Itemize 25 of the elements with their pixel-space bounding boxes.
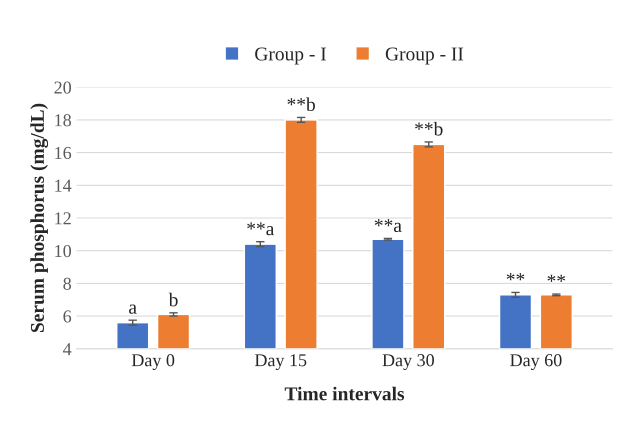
y-tick-label: 10	[55, 244, 72, 258]
y-tick-label: 6	[63, 310, 72, 323]
data-label: **b	[415, 122, 443, 136]
data-label: **a	[247, 222, 274, 236]
y-tick-label: 12	[55, 212, 71, 224]
legend-label: Group - I	[255, 47, 326, 64]
y-tick-label: 8	[63, 278, 72, 290]
y-tick-label: 18	[55, 114, 72, 126]
y-tick-label: 14	[55, 180, 72, 192]
x-axis-title: Time intervals	[284, 386, 404, 400]
data-label: b	[168, 292, 178, 306]
data-label: **	[548, 274, 566, 282]
data-label: **a	[374, 219, 402, 232]
data-label: **b	[288, 97, 315, 112]
y-tick-label: 16	[55, 146, 72, 160]
legend-label: Group - II	[386, 47, 464, 64]
x-tick-label: Day 15	[254, 354, 306, 370]
x-tick-label: Day 30	[382, 354, 434, 370]
y-tick-label: 4	[63, 343, 72, 356]
y-axis-title: Serum phosphorus (mg/dL)	[30, 104, 48, 332]
data-label: a	[129, 304, 137, 314]
data-label: **	[506, 273, 524, 280]
x-tick-label: Day 60	[510, 354, 562, 370]
y-tick-label: 20	[54, 81, 72, 94]
x-tick-label: Day 0	[132, 354, 174, 370]
